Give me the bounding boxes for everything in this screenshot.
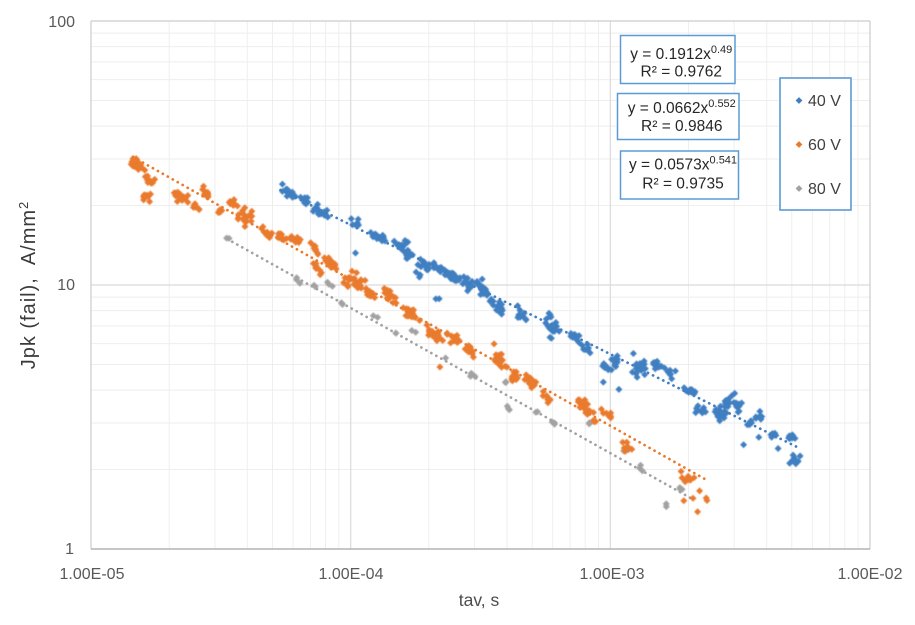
svg-text:1.00E-05: 1.00E-05 <box>60 566 125 583</box>
svg-text:80 V: 80 V <box>808 181 841 198</box>
svg-text:40 V: 40 V <box>808 93 841 110</box>
svg-text:R² = 0.9735: R² = 0.9735 <box>642 176 723 193</box>
svg-text:1: 1 <box>65 541 74 558</box>
svg-text:1.00E-04: 1.00E-04 <box>319 566 384 583</box>
svg-text:tav, s: tav, s <box>459 590 500 610</box>
svg-text:y = 0.1912x0.49: y = 0.1912x0.49 <box>630 44 732 63</box>
svg-text:1.00E-02: 1.00E-02 <box>838 566 903 583</box>
svg-text:R² = 0.9762: R² = 0.9762 <box>641 64 722 81</box>
svg-text:60 V: 60 V <box>808 137 841 154</box>
svg-text:Jpk (fail), A/mm2: Jpk (fail), A/mm2 <box>16 201 40 370</box>
svg-text:10: 10 <box>57 277 75 294</box>
svg-text:100: 100 <box>48 14 75 31</box>
svg-text:1.00E-03: 1.00E-03 <box>580 566 645 583</box>
svg-text:R² = 0.9846: R² = 0.9846 <box>641 118 722 135</box>
